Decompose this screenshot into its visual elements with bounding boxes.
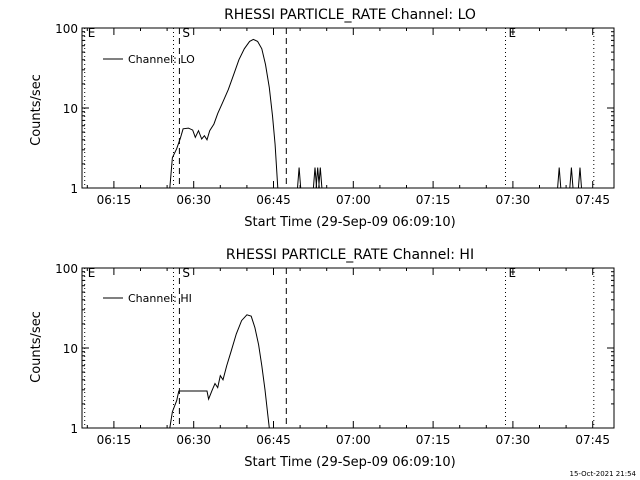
x-tick-label: 07:00 (336, 433, 371, 447)
marker-label: E (509, 266, 517, 280)
x-tick-label: 07:15 (416, 433, 451, 447)
x-tick-label: 06:15 (97, 433, 132, 447)
chart-title: RHESSI PARTICLE_RATE Channel: HI (226, 247, 474, 263)
series-line (169, 38, 279, 189)
y-tick-label: 1 (70, 422, 78, 436)
x-tick-label: 06:45 (256, 433, 291, 447)
y-tick-label: 10 (63, 102, 78, 116)
y-axis-label: Counts/sec (29, 74, 44, 146)
series-spike (312, 167, 318, 189)
chart-title: RHESSI PARTICLE_RATE Channel: LO (224, 7, 476, 23)
series-spike (318, 167, 323, 189)
x-axis-label: Start Time (29-Sep-09 06:09:10) (244, 215, 455, 230)
x-tick-label: 07:45 (575, 193, 610, 207)
y-tick-label: 1 (70, 182, 78, 196)
x-tick-label: 06:15 (97, 193, 132, 207)
x-tick-label: 07:30 (496, 433, 531, 447)
series-spike (557, 167, 562, 189)
panel-hi: RHESSI PARTICLE_RATE Channel: HI Start T… (29, 247, 615, 470)
legend-label: Channel: HI (128, 292, 192, 305)
y-tick-label: 10 (63, 342, 78, 356)
series-line (169, 314, 270, 429)
marker-label: E (88, 26, 96, 40)
y-tick-label: 100 (55, 262, 78, 276)
y-tick-label: 100 (55, 22, 78, 36)
footer-timestamp: 15-Oct-2021 21:54 (570, 470, 637, 478)
x-tick-label: 07:00 (336, 193, 371, 207)
plot-area: 06:15 06:30 06:45 07:00 07:15 07:30 07:45 1 10 10… (55, 262, 615, 447)
x-tick-label: 07:30 (496, 193, 531, 207)
series-spike (297, 167, 302, 189)
x-tick-label: 07:45 (575, 433, 610, 447)
marker-label: S (182, 26, 190, 40)
x-axis-label: Start Time (29-Sep-09 06:09:10) (244, 455, 455, 470)
x-tick-label: 06:30 (176, 193, 211, 207)
marker-label: E (509, 26, 517, 40)
marker-label: S (182, 266, 190, 280)
x-tick-label: 06:45 (256, 193, 291, 207)
plot-frame (81, 27, 615, 189)
y-axis-label: Counts/sec (29, 311, 44, 383)
legend-label: Channel: LO (128, 53, 195, 66)
plot-area: 06:15 06:30 06:45 07:00 07:15 07:30 07:45 1 10 10… (55, 22, 615, 207)
series-spike (569, 167, 574, 189)
series-spike (577, 167, 582, 189)
marker-label: E (88, 266, 96, 280)
x-tick-label: 07:15 (416, 193, 451, 207)
x-tick-label: 06:30 (176, 433, 211, 447)
panel-lo: RHESSI PARTICLE_RATE Channel: LO Start T… (29, 7, 615, 230)
